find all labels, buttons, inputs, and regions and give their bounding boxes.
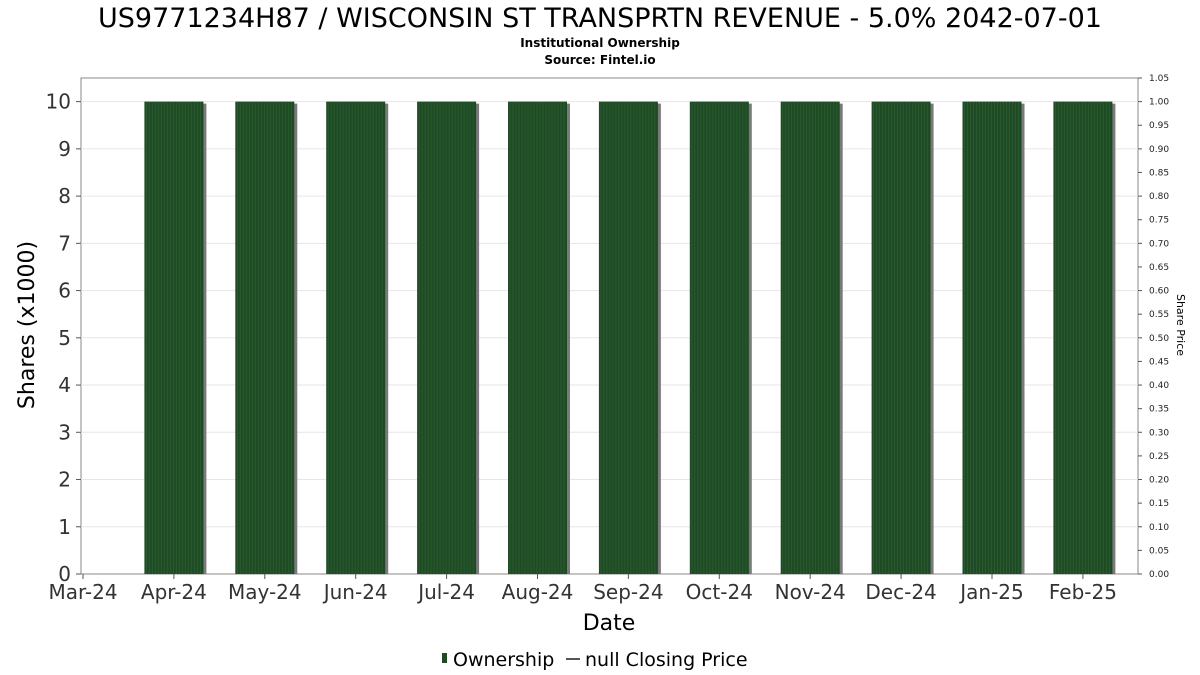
chart-subtitle: Institutional Ownership [520, 36, 680, 50]
legend-ownership-swatch [442, 653, 447, 663]
y2-tick-label-0.35: 0.35 [1149, 405, 1169, 415]
right-axis-ticks: 0.00 0.05 0.10 0.15 0.20 0.25 0.30 0.35 0.40 0.45… [1138, 74, 1169, 580]
y2-tick-label-1.00: 1.00 [1149, 98, 1169, 108]
y2-tick-label-0.05: 0.05 [1149, 546, 1169, 556]
bar-Oct-24 [689, 101, 752, 574]
legend-price-label: null Closing Price [585, 649, 748, 671]
y-tick-label-9: 9 [58, 137, 71, 161]
legend: Ownership null Closing Price [442, 649, 748, 671]
y2-tick-label-0.55: 0.55 [1149, 310, 1169, 320]
x-tick-label-Sep-24: Sep-24 [593, 580, 663, 604]
y-tick-label-1: 1 [58, 515, 71, 539]
left-axis-ticks: 0 1 2 3 4 5 6 7 8 9 10 [46, 90, 81, 586]
y-tick-label-6: 6 [58, 279, 71, 303]
y-tick-label-0: 0 [58, 562, 71, 586]
chart-title: US9771234H87 / WISCONSIN ST TRANSPRTN RE… [98, 3, 1102, 34]
x-tick-label-Apr-24: Apr-24 [141, 580, 207, 604]
y-tick-label-8: 8 [58, 184, 71, 208]
y-tick-label-5: 5 [58, 326, 71, 350]
y-tick-label-2: 2 [58, 468, 71, 492]
y2-tick-label-0.40: 0.40 [1149, 381, 1169, 391]
y2-tick-label-0.60: 0.60 [1149, 287, 1169, 297]
y-axis-label: Shares (x1000) [15, 241, 40, 409]
y2-tick-label-0.80: 0.80 [1149, 192, 1169, 202]
y2-tick-label-0.70: 0.70 [1149, 239, 1169, 249]
y-tick-label-3: 3 [58, 420, 71, 444]
bar-Nov-24 [780, 101, 843, 574]
y2-tick-label-1.05: 1.05 [1149, 74, 1169, 84]
x-tick-label-Nov-24: Nov-24 [775, 580, 846, 604]
y2-tick-label-0.65: 0.65 [1149, 263, 1169, 273]
y2-tick-label-0.20: 0.20 [1149, 476, 1169, 486]
y2-tick-label-0.30: 0.30 [1149, 428, 1169, 438]
y2-tick-label-0.45: 0.45 [1149, 357, 1169, 367]
y2-tick-label-0.90: 0.90 [1149, 145, 1169, 155]
y2-tick-label-0.85: 0.85 [1149, 168, 1169, 178]
bar-Apr-24 [144, 101, 207, 574]
y2-tick-label-0.00: 0.00 [1149, 570, 1169, 580]
bar-Jan-25 [962, 101, 1025, 574]
bar-Jul-24 [417, 101, 480, 574]
x-tick-label-Dec-24: Dec-24 [865, 580, 936, 604]
y2-tick-label-0.95: 0.95 [1149, 121, 1169, 131]
x-tick-label-Jan-25: Jan-25 [958, 580, 1024, 604]
chart-source: Source: Fintel.io [544, 53, 655, 67]
bar-Aug-24 [508, 101, 570, 574]
y2-axis-label: Share Price [1174, 294, 1187, 356]
x-tick-label-May-24: May-24 [228, 580, 302, 604]
y2-tick-label-0.15: 0.15 [1149, 499, 1169, 509]
bar-Dec-24 [871, 101, 934, 574]
bar-Feb-25 [1053, 101, 1116, 574]
bar-May-24 [235, 101, 298, 574]
x-axis-label: Date [583, 611, 636, 636]
y2-tick-label-0.25: 0.25 [1149, 452, 1169, 462]
y-tick-label-10: 10 [46, 90, 71, 114]
legend-ownership-label: Ownership [453, 649, 554, 671]
bar-Sep-24 [598, 101, 661, 574]
y2-tick-label-0.50: 0.50 [1149, 334, 1169, 344]
x-tick-label-Oct-24: Oct-24 [686, 580, 753, 604]
x-axis-ticks: Mar-24 Apr-24 May-24 Jun-24 Jul-24 Aug-24 Sep-… [48, 574, 1117, 604]
ownership-bars [144, 101, 1116, 574]
bar-Jun-24 [326, 101, 389, 574]
y2-tick-label-0.10: 0.10 [1149, 523, 1169, 533]
x-tick-label-Jun-24: Jun-24 [322, 580, 388, 604]
x-tick-label-Aug-24: Aug-24 [502, 580, 574, 604]
x-tick-label-Mar-24: Mar-24 [48, 580, 117, 604]
x-tick-label-Jul-24: Jul-24 [416, 580, 475, 604]
x-tick-label-Feb-25: Feb-25 [1049, 580, 1117, 604]
y-tick-label-4: 4 [58, 373, 71, 397]
y2-tick-label-0.75: 0.75 [1149, 216, 1169, 226]
y-tick-label-7: 7 [58, 231, 71, 255]
